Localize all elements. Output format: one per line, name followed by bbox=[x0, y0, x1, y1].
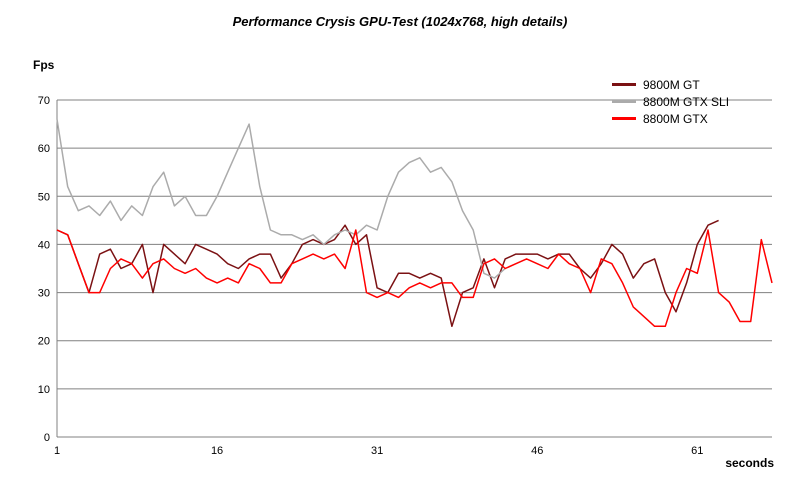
series-line-8800m-gtx-sli bbox=[56, 119, 506, 279]
legend-item-9800m-gt: 9800M GT bbox=[612, 76, 729, 93]
y-tick-label: 10 bbox=[38, 384, 50, 396]
x-tick-label: 61 bbox=[691, 445, 703, 457]
y-tick-label: 40 bbox=[38, 239, 50, 251]
legend: 9800M GT 8800M GTX SLI 8800M GTX bbox=[612, 76, 729, 127]
legend-item-8800m-gtx-sli: 8800M GTX SLI bbox=[612, 93, 729, 110]
x-tick-label: 46 bbox=[531, 445, 543, 457]
series-line-8800m-gtx bbox=[56, 229, 773, 328]
legend-label-9800m-gt: 9800M GT bbox=[643, 77, 700, 92]
y-tick-label: 0 bbox=[44, 432, 50, 444]
y-axis-title: Fps bbox=[33, 58, 55, 72]
y-tick-label: 70 bbox=[38, 95, 50, 107]
x-tick-label: 31 bbox=[371, 445, 383, 457]
legend-label-8800m-gtx-sli: 8800M GTX SLI bbox=[643, 94, 730, 109]
chart-title: Performance Crysis GPU-Test (1024x768, h… bbox=[232, 14, 568, 29]
x-tick-label: 1 bbox=[54, 445, 60, 457]
y-tick-label: 30 bbox=[38, 288, 50, 300]
legend-swatch-8800m-gtx bbox=[612, 117, 636, 120]
legend-swatch-9800m-gt bbox=[612, 83, 636, 86]
legend-label-8800m-gtx: 8800M GTX bbox=[643, 111, 708, 126]
y-tick-label: 50 bbox=[38, 191, 50, 203]
x-axis-title: seconds bbox=[725, 456, 774, 470]
legend-swatch-8800m-gtx-sli bbox=[612, 100, 636, 103]
y-tick-label: 20 bbox=[38, 336, 50, 348]
x-tick-label: 16 bbox=[211, 445, 223, 457]
legend-item-8800m-gtx: 8800M GTX bbox=[612, 110, 729, 127]
y-tick-label: 60 bbox=[38, 143, 50, 155]
series-line-9800m-gt bbox=[56, 219, 719, 328]
